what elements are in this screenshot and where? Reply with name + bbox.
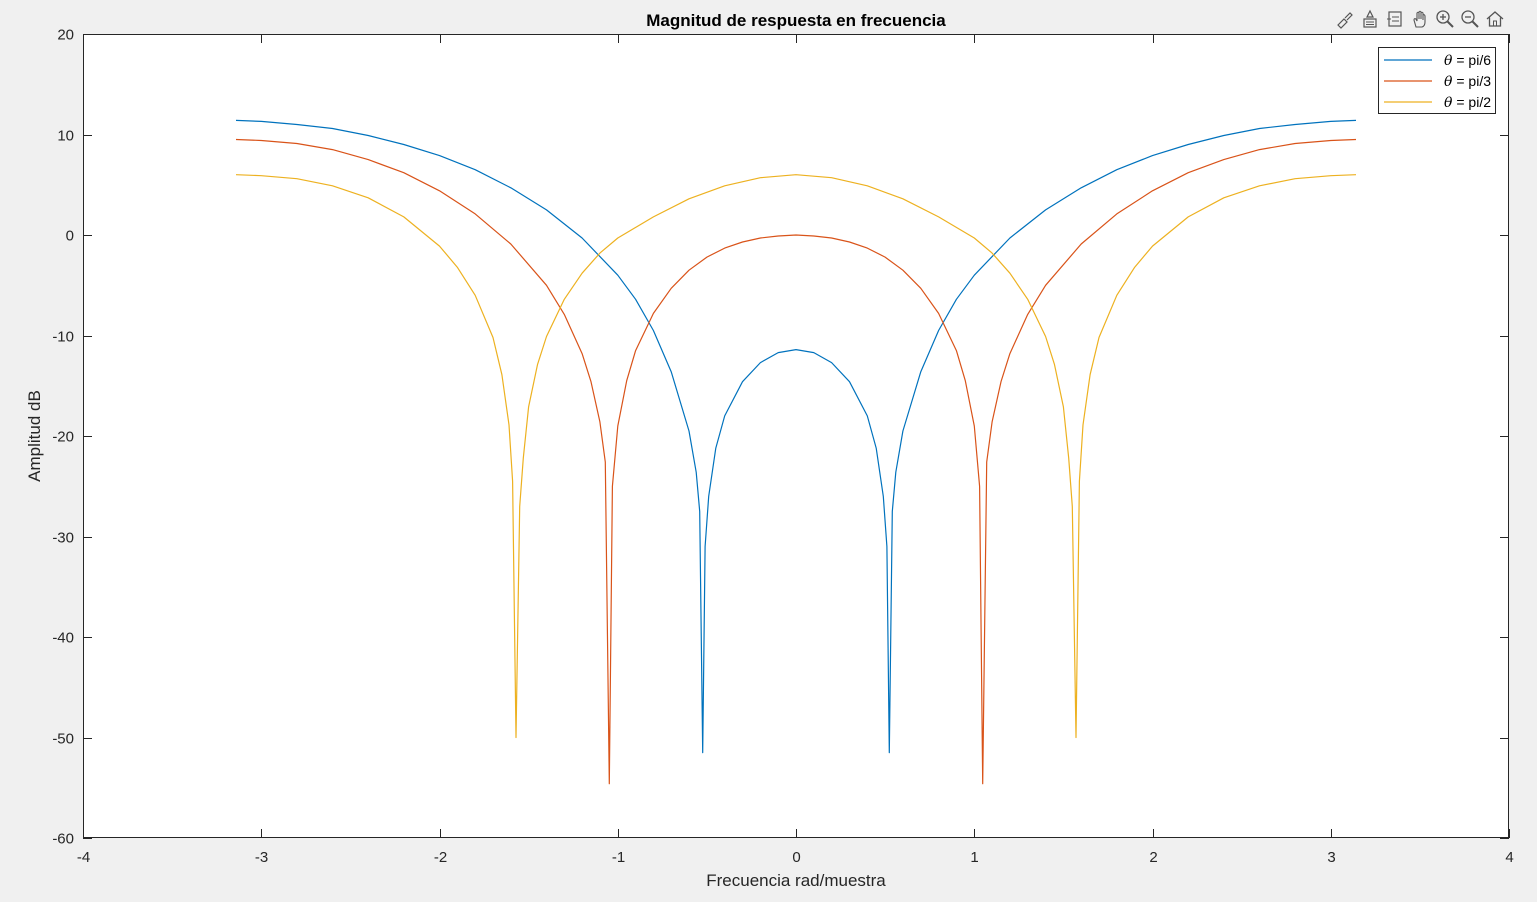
axes-background: [83, 34, 1509, 838]
x-tick-label: 3: [1327, 849, 1335, 866]
y-tick-label: 0: [66, 228, 74, 245]
y-tick-label: -10: [52, 329, 74, 346]
x-tick-label: -2: [434, 849, 447, 866]
legend[interactable]: θ = pi/6θ = pi/3θ = pi/2: [1378, 47, 1496, 114]
y-tick-label: -30: [52, 530, 74, 547]
zoom-out-icon[interactable]: [1459, 8, 1481, 30]
series-line-3: [235, 174, 1357, 739]
x-tick-label: 4: [1505, 849, 1513, 866]
restore-view-icon[interactable]: [1384, 8, 1406, 30]
axes-toolbar: [1334, 8, 1506, 30]
legend-label-2: θ = pi/3: [1444, 73, 1491, 90]
x-tick-label: -3: [255, 849, 268, 866]
legend-label-text: = pi/3: [1452, 73, 1491, 89]
legend-label-1: θ = pi/6: [1444, 52, 1491, 69]
series-layer: [235, 119, 1357, 785]
x-tick-label: 0: [792, 849, 800, 866]
legend-theta-symbol: θ: [1444, 95, 1453, 111]
y-tick-label: 20: [57, 27, 74, 44]
y-axis-label: Amplitud dB: [25, 390, 44, 482]
chart-title: Magnitud de respuesta en frecuencia: [646, 11, 946, 30]
legend-label-3: θ = pi/2: [1444, 94, 1491, 111]
legend-theta-symbol: θ: [1444, 74, 1453, 90]
zoom-in-icon[interactable]: [1434, 8, 1456, 30]
home-icon[interactable]: [1484, 8, 1506, 30]
legend-theta-symbol: θ: [1444, 53, 1453, 69]
y-tick-label: -40: [52, 630, 74, 647]
y-tick-label: -50: [52, 731, 74, 748]
x-tick-label: 2: [1149, 849, 1157, 866]
x-tick-label: -1: [612, 849, 625, 866]
axes-box: [83, 34, 1509, 838]
pan-icon[interactable]: [1409, 8, 1431, 30]
data-tips-icon[interactable]: [1359, 8, 1381, 30]
x-axis-label: Frecuencia rad/muestra: [706, 871, 886, 890]
legend-label-text: = pi/6: [1452, 52, 1491, 68]
series-line-2: [235, 138, 1357, 785]
y-tick-label: -60: [52, 831, 74, 848]
x-tick-label: -4: [77, 849, 90, 866]
y-tick-label: 10: [57, 128, 74, 145]
legend-label-text: = pi/2: [1452, 94, 1491, 110]
y-tick-label: -20: [52, 429, 74, 446]
x-tick-label: 1: [970, 849, 978, 866]
series-line-1: [235, 119, 1357, 754]
brush-icon[interactable]: [1334, 8, 1356, 30]
